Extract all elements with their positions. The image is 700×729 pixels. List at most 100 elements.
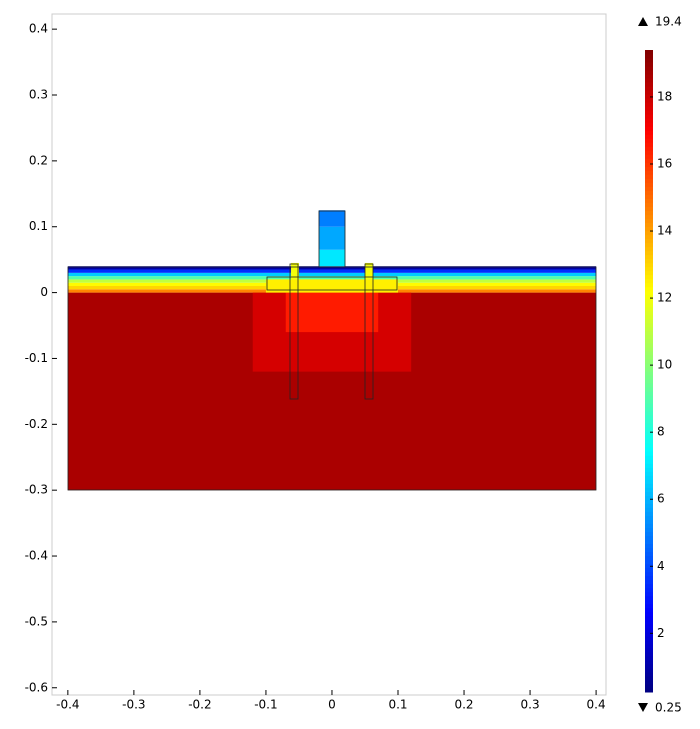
- colorbar-step: [645, 226, 653, 232]
- colorbar-step: [645, 150, 653, 155]
- colorbar-step: [645, 579, 653, 585]
- colorbar-step: [645, 234, 653, 240]
- colorbar-step: [645, 238, 653, 244]
- colorbar-step: [645, 515, 653, 520]
- colorbar-step: [645, 290, 653, 296]
- colorbar-step: [645, 687, 653, 693]
- colorbar-step: [645, 166, 653, 171]
- colorbar-step: [645, 358, 653, 364]
- colorbar-step: [645, 495, 653, 500]
- colorbar-step: [645, 415, 653, 420]
- colorbar-step: [645, 198, 653, 203]
- colorbar-step: [645, 190, 653, 195]
- y-tick-label: 0.3: [29, 88, 48, 102]
- colorbar-step: [645, 499, 653, 504]
- y-tick-label: -0.4: [25, 549, 48, 563]
- colorbar-step: [645, 66, 653, 71]
- colorbar-step: [645, 298, 653, 304]
- colorbar-step: [645, 519, 653, 524]
- colorbar-step: [645, 70, 653, 75]
- colorbar-step: [645, 274, 653, 280]
- colorbar-step: [645, 330, 653, 336]
- colorbar-step: [645, 431, 653, 436]
- colorbar-step: [645, 435, 653, 440]
- colorbar-step: [645, 395, 653, 400]
- colorbar-step: [645, 491, 653, 496]
- y-tick-label: -0.2: [25, 417, 48, 431]
- colorbar-step: [645, 383, 653, 388]
- colorbar-tick-label: 18: [657, 89, 672, 103]
- colorbar-step: [645, 603, 653, 609]
- colorbar-step: [645, 102, 653, 107]
- y-tick-label: 0.1: [29, 219, 48, 233]
- colorbar-step: [645, 250, 653, 256]
- colorbar-step: [645, 214, 653, 220]
- colorbar-step: [645, 643, 653, 649]
- colorbar-step: [645, 403, 653, 408]
- colorbar-step: [645, 399, 653, 404]
- colorbar-step: [645, 90, 653, 95]
- colorbar-step: [645, 338, 653, 344]
- colorbar-tick-label: 16: [657, 156, 672, 170]
- colorbar-step: [645, 611, 653, 617]
- colorbar-step: [645, 555, 653, 561]
- y-tick-label: 0.4: [29, 22, 48, 36]
- colorbar-tick-label: 2: [657, 626, 665, 640]
- colorbar-step: [645, 314, 653, 320]
- colorbar-step: [645, 178, 653, 183]
- colorbar-step: [645, 62, 653, 67]
- colorbar-tick-label: 14: [657, 224, 672, 238]
- colorbar-step: [645, 523, 653, 528]
- colorbar-step: [645, 479, 653, 484]
- colorbar-step: [645, 362, 653, 368]
- colorbar-step: [645, 138, 653, 143]
- colorbar-step: [645, 154, 653, 159]
- colorbar-step: [645, 94, 653, 99]
- colorbar-step: [645, 475, 653, 480]
- colorbar-step: [645, 471, 653, 476]
- colorbar-step: [645, 242, 653, 248]
- colorbar-step: [645, 659, 653, 665]
- colorbar-step: [645, 58, 653, 63]
- colorbar-step: [645, 447, 653, 452]
- colorbar-step: [645, 583, 653, 589]
- colorbar-step: [645, 170, 653, 175]
- colorbar-step: [645, 503, 653, 508]
- colorbar-step: [645, 86, 653, 91]
- x-tick-label: -0.4: [56, 698, 79, 712]
- colorbar-step: [645, 286, 653, 292]
- colorbar-step: [645, 595, 653, 601]
- x-tick-label: 0: [328, 698, 336, 712]
- min-marker: [638, 703, 648, 712]
- colorbar-step: [645, 122, 653, 127]
- colorbar-step: [645, 306, 653, 312]
- colorbar-step: [645, 74, 653, 79]
- plot-frame: [51, 13, 607, 696]
- colorbar-step: [645, 407, 653, 412]
- colorbar-tick-label: 6: [657, 492, 665, 506]
- colorbar-step: [645, 463, 653, 468]
- colorbar-step: [645, 439, 653, 444]
- colorbar-step: [645, 563, 653, 569]
- colorbar-step: [645, 451, 653, 456]
- colorbar-step: [645, 54, 653, 59]
- colorbar-step: [645, 663, 653, 669]
- colorbar-step: [645, 294, 653, 300]
- field-cell: [291, 262, 299, 280]
- colorbar-step: [645, 459, 653, 464]
- colorbar-step: [645, 547, 653, 553]
- colorbar-step: [645, 354, 653, 360]
- field-cell: [318, 249, 346, 267]
- colorbar-step: [645, 443, 653, 448]
- colorbar-step: [645, 531, 653, 537]
- colorbar-step: [645, 423, 653, 428]
- colorbar-step: [645, 334, 653, 340]
- field-cell: [265, 279, 399, 293]
- colorbar-step: [645, 559, 653, 565]
- colorbar-step: [645, 371, 653, 376]
- colorbar-step: [645, 675, 653, 681]
- colorbar-step: [645, 222, 653, 228]
- colorbar-step: [645, 587, 653, 593]
- colorbar-step: [645, 98, 653, 103]
